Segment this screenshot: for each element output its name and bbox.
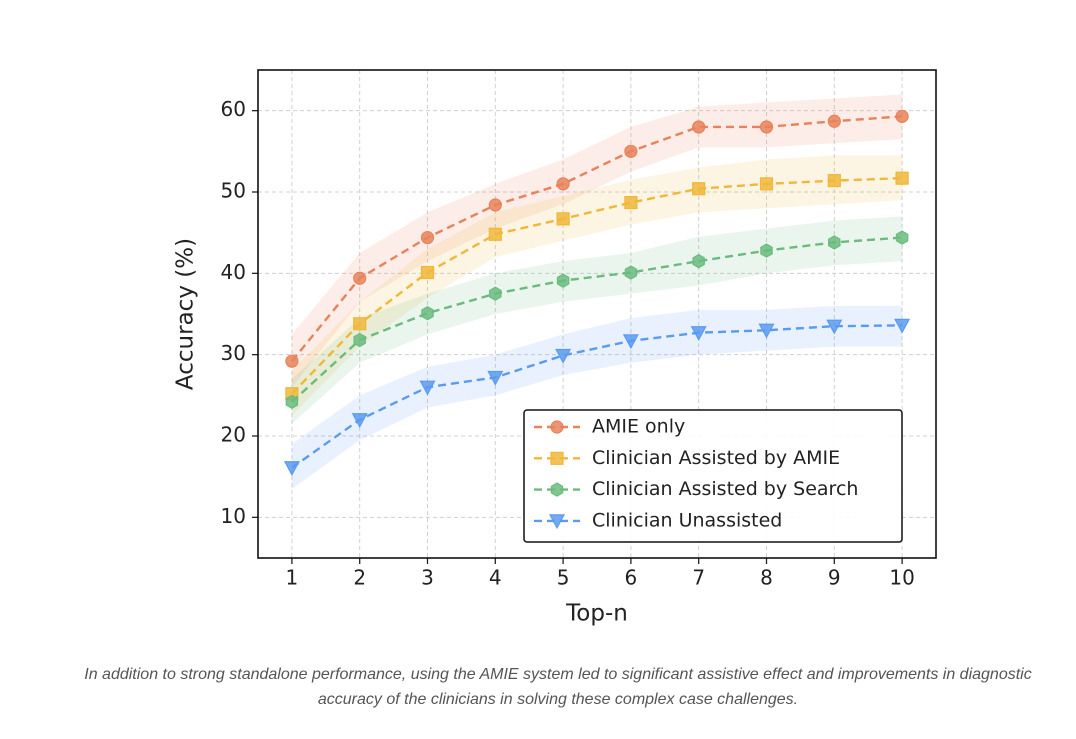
marker [420, 230, 435, 245]
marker [895, 109, 909, 123]
x-axis-label: Top-n [565, 601, 628, 627]
marker [556, 177, 570, 191]
series-line [291, 176, 903, 395]
legend-box [523, 409, 903, 543]
legend-label: Clinician Assisted by Search [592, 478, 858, 500]
y-tick-label: 50 [221, 179, 246, 203]
marker [894, 318, 911, 334]
x-tick-label: 8 [760, 566, 773, 590]
marker [351, 413, 368, 428]
x-tick-label: 6 [625, 566, 638, 590]
marker [550, 482, 564, 497]
marker [283, 461, 300, 476]
marker [419, 380, 436, 396]
marker [420, 265, 435, 280]
marker [285, 354, 299, 368]
marker [622, 334, 639, 350]
marker [550, 420, 564, 434]
marker [760, 243, 773, 258]
y-tick-label: 20 [221, 423, 246, 447]
y-tick-label: 10 [221, 504, 246, 528]
marker [548, 514, 566, 530]
marker [692, 120, 706, 134]
marker [488, 198, 502, 212]
marker [353, 332, 366, 348]
marker [827, 174, 841, 188]
x-tick-label: 2 [353, 566, 366, 590]
marker [487, 370, 504, 386]
x-tick-label: 10 [889, 566, 914, 590]
marker [353, 317, 367, 331]
marker [759, 177, 774, 191]
chart: Accuracy (%) Top-n 10 20 30 40 50 60 1 2 3 4 5 6 7 8 9… [173, 69, 937, 627]
marker [758, 323, 775, 339]
x-tick-label: 1 [286, 566, 299, 590]
series-line [290, 115, 903, 362]
confidence-band [291, 305, 903, 489]
marker [692, 182, 706, 196]
marker [895, 230, 909, 245]
y-axis-label: Accuracy (%) [173, 238, 199, 390]
marker [690, 326, 707, 341]
marker [895, 171, 909, 185]
legend-label: Clinician Assisted by AMIE [592, 447, 840, 469]
marker [826, 319, 843, 335]
y-tick-label: 40 [221, 260, 246, 284]
marker [489, 286, 502, 301]
marker [488, 227, 502, 241]
marker [555, 348, 572, 364]
marker [353, 271, 367, 285]
marker [624, 195, 638, 210]
legend-label: AMIE only [592, 416, 685, 438]
x-tick-label: 4 [489, 566, 502, 590]
marker [624, 265, 638, 280]
x-tick-label: 5 [557, 566, 570, 590]
y-tick-label: 30 [221, 341, 246, 365]
marker [692, 253, 705, 269]
marker [285, 394, 299, 410]
legend-label: Clinician Unassisted [592, 509, 782, 531]
marker [550, 451, 564, 465]
y-tick-label: 60 [221, 97, 246, 121]
marker [827, 114, 841, 128]
marker [556, 212, 570, 226]
confidence-band [291, 216, 903, 424]
series-line [291, 324, 903, 469]
series-line [291, 236, 903, 403]
marker [759, 120, 774, 134]
plot-frame [257, 69, 937, 559]
marker [421, 305, 434, 321]
x-tick-label: 3 [421, 566, 434, 590]
x-tick-label: 9 [828, 566, 841, 590]
marker [828, 235, 841, 250]
marker [624, 144, 638, 158]
confidence-band [291, 94, 903, 388]
x-tick-label: 7 [692, 566, 705, 590]
caption: In addition to strong standalone perform… [84, 666, 1032, 708]
marker [556, 273, 570, 288]
